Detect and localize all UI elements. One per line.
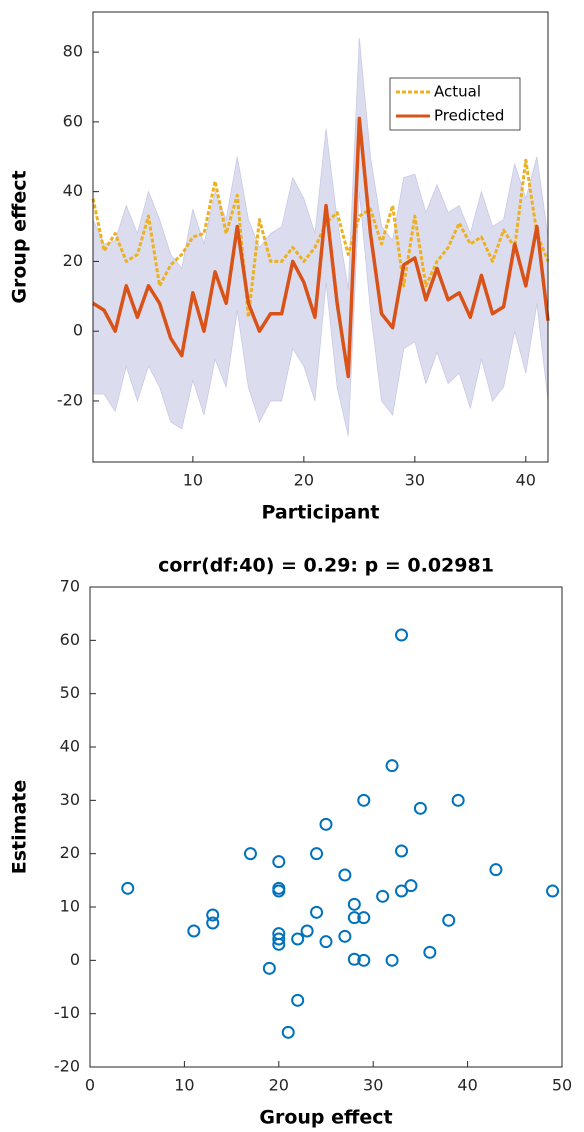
chart: corr(df:40) = 0.29: p = 0.02981 Group eff…	[9, 555, 573, 1129]
scatter-point	[121, 881, 135, 895]
y-tick-label: -20	[57, 390, 83, 409]
scatter-point	[262, 961, 276, 975]
scatter-point	[423, 945, 437, 959]
legend-label: Predicted	[434, 107, 504, 125]
y-axis-label: Estimate	[9, 780, 31, 874]
scatter-point	[395, 884, 409, 898]
y-tick-label: 30	[60, 790, 80, 809]
x-tick-label: 40	[457, 1076, 477, 1095]
scatter-point	[291, 993, 305, 1007]
x-tick-label: 30	[405, 471, 425, 490]
scatter-point	[385, 759, 399, 773]
scatter-point	[272, 937, 286, 951]
y-tick-label: 40	[60, 737, 80, 756]
plot	[121, 628, 560, 1039]
x-tick-label: 10	[183, 471, 203, 490]
scatter-point	[357, 911, 371, 925]
y-tick-label: 20	[60, 843, 80, 862]
scatter-point	[243, 847, 257, 861]
scatter-point	[291, 932, 305, 946]
scatter-point	[310, 905, 324, 919]
scatter-point	[347, 952, 361, 966]
scatter-point	[357, 953, 371, 967]
y-tick-label: -10	[54, 1003, 80, 1022]
series-line	[92, 116, 550, 379]
plot-frame	[92, 11, 549, 463]
scatter-point	[347, 911, 361, 925]
scatter-point	[319, 817, 333, 831]
chart: Participant Group effect 10 20 30 40 -20 0 20 40 6…	[9, 11, 550, 524]
legend-label: Actual	[434, 83, 481, 101]
scatter-point	[442, 913, 456, 927]
scatter-point	[272, 855, 286, 869]
scatter-point	[272, 932, 286, 946]
scatter-point	[206, 908, 220, 922]
chart-title: corr(df:40) = 0.29: p = 0.02981	[158, 555, 494, 577]
scatter-point	[395, 844, 409, 858]
scatter-point	[347, 897, 361, 911]
scatter-point	[319, 935, 333, 949]
y-tick-label: 0	[70, 950, 80, 969]
scatter-point	[404, 879, 418, 893]
x-axis-label: Group effect	[259, 1107, 392, 1129]
y-tick-label: 0	[73, 321, 83, 340]
x-tick-label: 0	[85, 1076, 95, 1095]
legend-box	[389, 77, 521, 131]
y-tick-label: 20	[63, 251, 83, 270]
y-tick-label: 40	[63, 181, 83, 200]
scatter-point	[206, 916, 220, 930]
plot-area	[90, 587, 562, 1067]
scatter-point	[281, 1025, 295, 1039]
x-tick-label: 30	[363, 1076, 383, 1095]
scatter-point	[338, 868, 352, 882]
scatter-point	[338, 929, 352, 943]
x-tick-label: 50	[552, 1076, 572, 1095]
x-tick-label: 20	[269, 1076, 289, 1095]
y-tick-label: 80	[63, 42, 83, 61]
scatter-point	[413, 801, 427, 815]
y-axis-label: Group effect	[9, 170, 31, 303]
scatter-point	[187, 924, 201, 938]
scatter-point	[385, 953, 399, 967]
scatter-point	[300, 924, 314, 938]
scatter-point	[451, 793, 465, 807]
x-tick-label: 10	[174, 1076, 194, 1095]
scatter-point	[489, 863, 503, 877]
plot-frame	[89, 586, 563, 1068]
y-tick-label: 10	[60, 897, 80, 916]
y-tick-label: 60	[60, 630, 80, 649]
scatter-point	[376, 889, 390, 903]
scatter-point	[546, 884, 560, 898]
y-tick-label: 50	[60, 683, 80, 702]
x-tick-label: 40	[516, 471, 536, 490]
y-tick-label: -20	[54, 1057, 80, 1076]
y-tick-label: 60	[63, 111, 83, 130]
scatter-point	[357, 793, 371, 807]
scatter-point	[272, 884, 286, 898]
x-axis-label: Participant	[261, 502, 379, 524]
scatter-point	[395, 628, 409, 642]
x-tick-label: 20	[294, 471, 314, 490]
series-line	[91, 158, 550, 319]
y-tick-label: 70	[60, 577, 80, 596]
scatter-point	[310, 847, 324, 861]
